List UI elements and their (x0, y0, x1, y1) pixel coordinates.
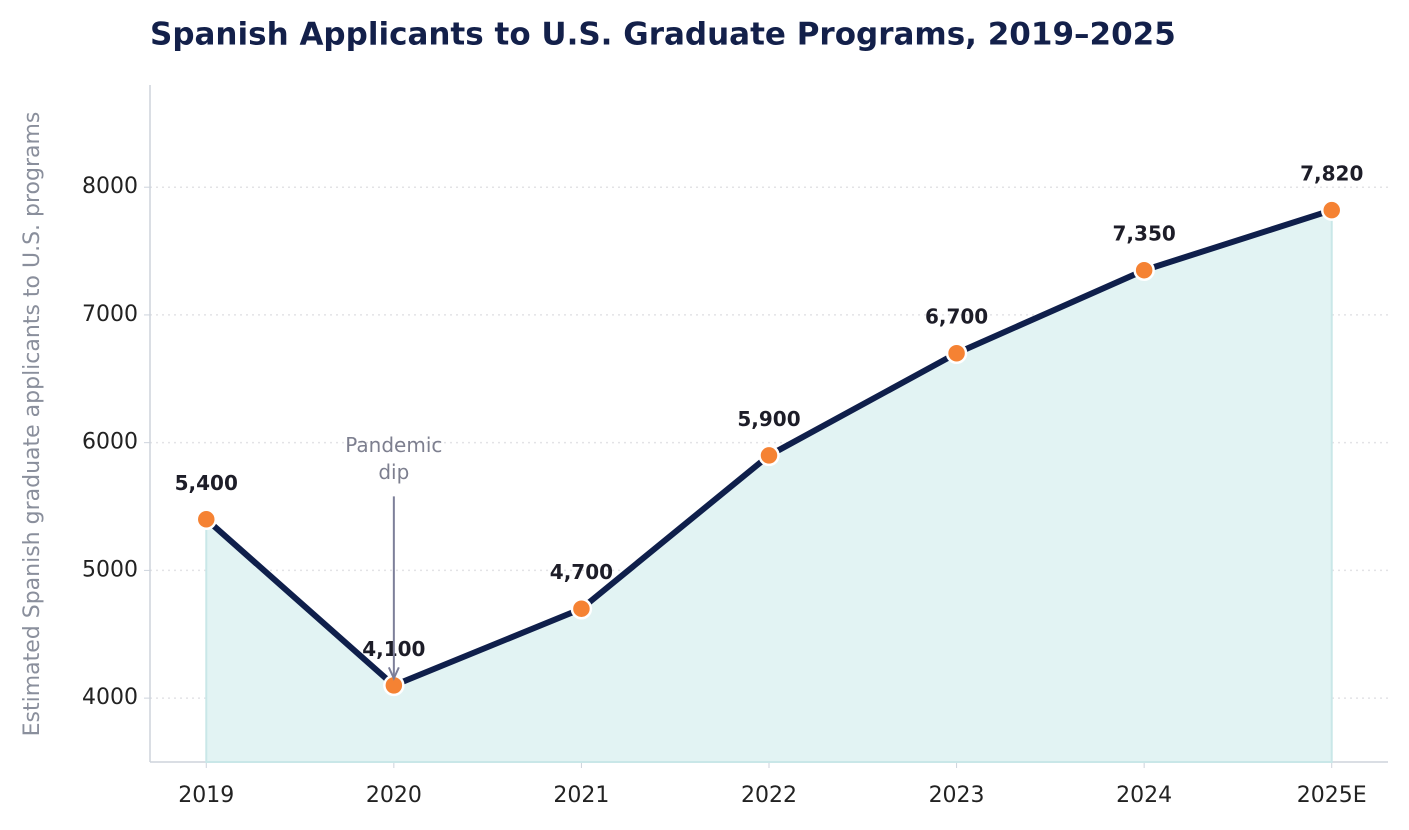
marker (758, 444, 780, 467)
annotation-text: Pandemic (345, 433, 442, 457)
y-tick-label: 4000 (82, 685, 138, 710)
x-tick-label: 2022 (741, 783, 797, 808)
x-tick-label: 2021 (553, 783, 609, 808)
y-tick-label: 5000 (82, 557, 138, 582)
x-tick-label: 2023 (929, 783, 985, 808)
y-tick-label: 6000 (82, 430, 138, 455)
marker (1133, 259, 1155, 281)
data-label: 5,400 (175, 471, 238, 495)
annotation-text: dip (378, 460, 409, 484)
chart-title: Spanish Applicants to U.S. Graduate Prog… (150, 17, 1176, 53)
y-axis-label: Estimated Spanish graduate applicants to… (20, 112, 45, 737)
y-tick-label: 8000 (82, 174, 138, 199)
data-label: 6,700 (925, 305, 988, 329)
marker (570, 597, 593, 620)
data-label: 5,900 (737, 407, 800, 431)
x-tick-label: 2025E (1297, 783, 1367, 808)
data-label: 4,700 (550, 560, 613, 584)
y-tick-label: 7000 (82, 302, 138, 327)
marker (1320, 199, 1343, 221)
annotation-arrowhead (387, 666, 400, 681)
x-tick-label: 2020 (366, 783, 422, 808)
x-tick-label: 2024 (1116, 783, 1172, 808)
marker (945, 342, 968, 364)
data-label: 7,820 (1300, 162, 1363, 186)
data-label: 7,350 (1113, 222, 1176, 246)
area (205, 208, 1333, 763)
marker (195, 508, 218, 531)
x-tick-label: 2019 (178, 783, 234, 808)
